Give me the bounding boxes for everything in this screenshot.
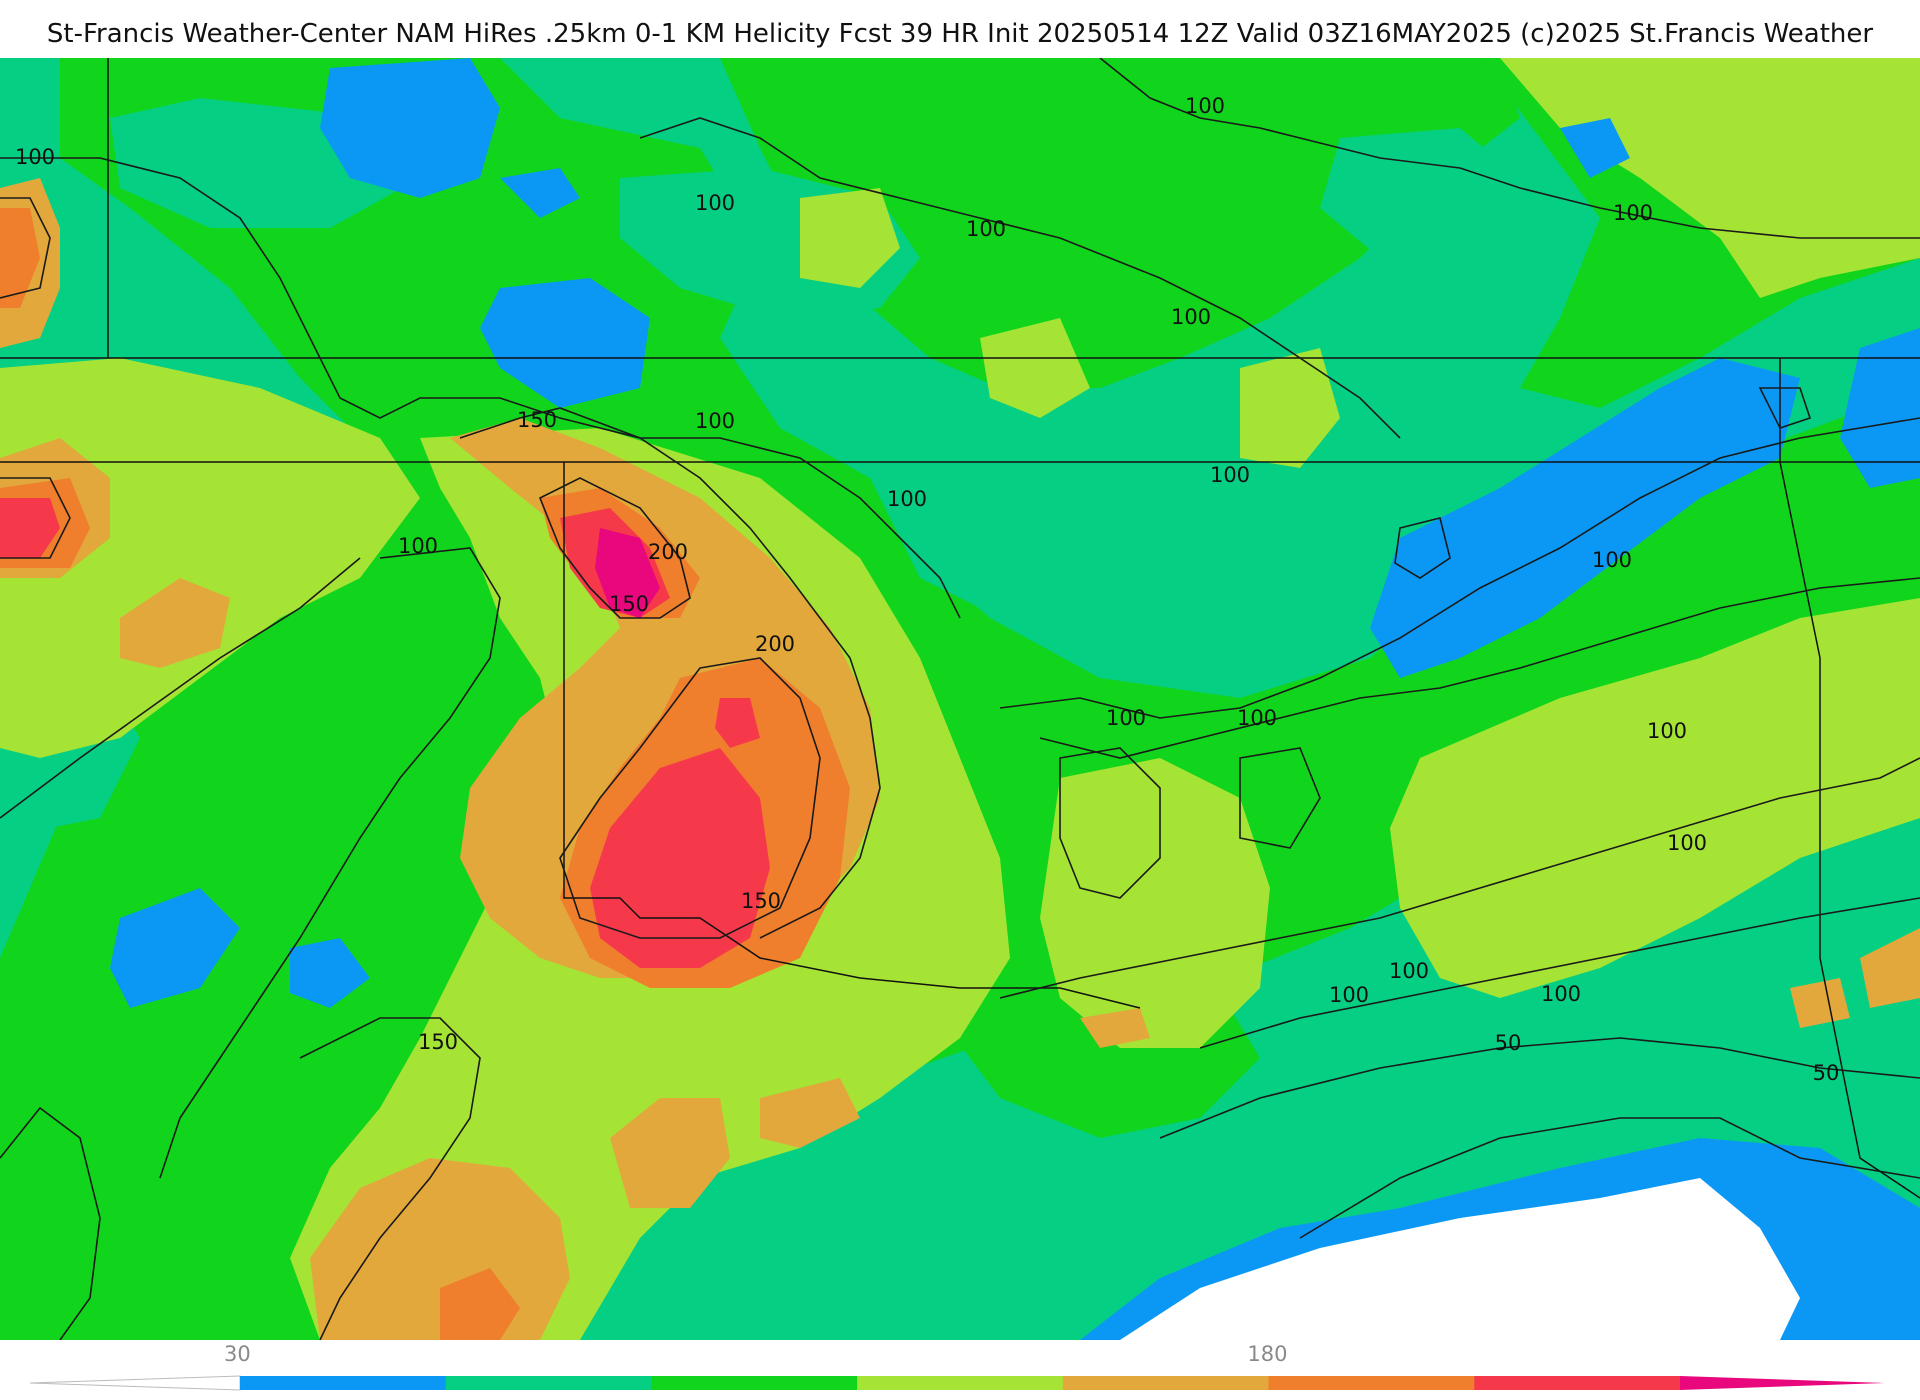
contour-label: 50 — [1813, 1061, 1840, 1085]
legend-arrow-high — [1680, 1376, 1885, 1390]
helicity-map: 100 100 100 100 100 100 150 100 100 100 200 100 150 2… — [0, 57, 1920, 1341]
contour-label: 150 — [517, 408, 557, 432]
legend-swatch — [1062, 1376, 1270, 1390]
contour-label: 100 — [887, 487, 927, 511]
contour-label: 100 — [15, 145, 55, 169]
contour-label: 100 — [1171, 305, 1211, 329]
contour-label: 100 — [1210, 463, 1250, 487]
legend-swatch — [857, 1376, 1064, 1390]
contour-label: 150 — [609, 592, 649, 616]
contour-labels: 100 100 100 100 100 100 150 100 100 100 200 100 150 2… — [15, 94, 1839, 1085]
contour-label: 100 — [966, 217, 1006, 241]
contour-label: 100 — [1647, 719, 1687, 743]
band-white — [1120, 1178, 1800, 1340]
contour-label: 100 — [695, 409, 735, 433]
contour-lines — [0, 57, 1920, 1341]
band-magenta — [595, 528, 660, 618]
contour-label: 100 — [1329, 983, 1369, 1007]
contour-label: 150 — [418, 1030, 458, 1054]
contour-label: 200 — [755, 632, 795, 656]
contour-label: 50 — [1495, 1031, 1522, 1055]
contour-label: 150 — [741, 889, 781, 913]
contour-label: 100 — [695, 191, 735, 215]
legend-color-bar — [29, 1375, 1885, 1391]
legend-swatch — [240, 1376, 447, 1390]
legend-swatch — [651, 1376, 858, 1390]
contour-label: 100 — [1541, 982, 1581, 1006]
contour-label: 100 — [1389, 959, 1429, 983]
contour-label: 100 — [1237, 706, 1277, 730]
contour-label: 100 — [1592, 548, 1632, 572]
contour-label: 100 — [1185, 94, 1225, 118]
legend-ticks: 30 180 — [0, 1340, 1920, 1370]
map-title: St-Francis Weather-Center NAM HiRes .25k… — [46, 19, 1874, 49]
contour-label: 100 — [1613, 201, 1653, 225]
contour-label: 200 — [648, 540, 688, 564]
contour-label: 100 — [398, 534, 438, 558]
legend-tick-label: 30 — [224, 1342, 251, 1366]
legend-tick-label: 180 — [1247, 1342, 1288, 1366]
contour-label: 100 — [1667, 831, 1707, 855]
legend-swatch — [445, 1376, 652, 1390]
legend-arrow-low — [29, 1375, 241, 1391]
legend-swatch — [1268, 1376, 1475, 1390]
contour-label: 100 — [1106, 706, 1146, 730]
legend-swatch — [1474, 1376, 1681, 1390]
color-legend: 30 180 — [0, 1340, 1920, 1400]
